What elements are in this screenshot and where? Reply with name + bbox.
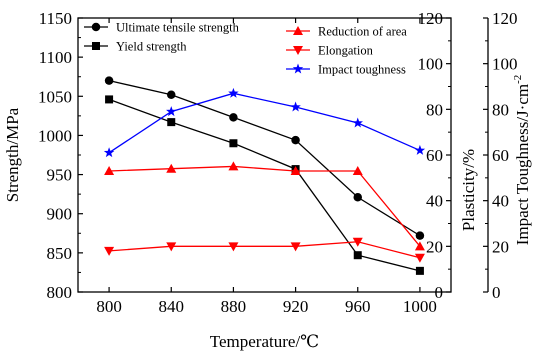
legend-item: Reduction of area bbox=[286, 25, 407, 39]
middle-tick-label: 0 bbox=[435, 283, 444, 302]
data-point-reduction-of-area bbox=[228, 161, 239, 171]
series-line-reduction-of-area bbox=[109, 165, 421, 247]
legend-marker bbox=[92, 42, 100, 50]
data-point-impact-toughness bbox=[103, 147, 115, 158]
x-tick-label: 800 bbox=[96, 297, 122, 316]
legend-item: Impact toughness bbox=[286, 63, 406, 77]
left-axis-title: Strength/MPa bbox=[3, 107, 22, 202]
x-tick-label: 880 bbox=[221, 297, 247, 316]
legend-marker bbox=[91, 22, 101, 32]
left-tick-label: 1100 bbox=[39, 48, 72, 67]
data-point-impact-toughness bbox=[414, 144, 426, 155]
left-tick-label: 850 bbox=[47, 244, 73, 263]
series-line-impact-toughness bbox=[108, 92, 421, 154]
data-point-impact-toughness bbox=[352, 117, 363, 128]
middle-tick-label: 20 bbox=[426, 237, 443, 256]
left-tick-label: 1050 bbox=[38, 87, 72, 106]
data-point-yield-strength bbox=[353, 251, 362, 260]
x-tick-label: 920 bbox=[283, 297, 309, 316]
legend-marker bbox=[293, 26, 303, 35]
data-point-impact-toughness bbox=[166, 106, 177, 117]
legend-item: Ultimate tensile strength bbox=[84, 21, 240, 35]
series-reduction-of-area bbox=[104, 161, 425, 251]
data-point-yield-strength bbox=[105, 95, 114, 104]
axes-group: 800 840 880 920 960 1000800850900950100010501… bbox=[38, 9, 518, 316]
data-point-reduction-of-area bbox=[104, 165, 115, 175]
legend-item: Elongation bbox=[286, 44, 374, 58]
middle-tick-label: 100 bbox=[418, 55, 444, 74]
data-point-elongation bbox=[166, 242, 177, 252]
data-point-ultimate-tensile-strength bbox=[291, 135, 300, 145]
series-ultimate-tensile-strength bbox=[104, 76, 425, 240]
legend-label: Elongation bbox=[318, 44, 374, 58]
data-point-elongation bbox=[104, 246, 115, 256]
data-point-ultimate-tensile-strength bbox=[167, 90, 176, 99]
legend-group: Ultimate tensile strength Yield strength R… bbox=[84, 21, 407, 77]
left-tick-label: 1150 bbox=[39, 9, 72, 28]
data-point-yield-strength bbox=[229, 139, 238, 148]
data-point-impact-toughness bbox=[228, 87, 239, 98]
data-point-reduction-of-area bbox=[290, 165, 301, 175]
series-line-ultimate-tensile-strength bbox=[108, 79, 421, 237]
axis-titles: Temperature/℃ Strength/MPa Plasticity/% Imp… bbox=[3, 75, 532, 351]
x-axis-title: Temperature/℃ bbox=[210, 332, 319, 351]
right-tick-label: 40 bbox=[492, 192, 509, 211]
legend-label: Yield strength bbox=[116, 40, 187, 54]
x-tick-label: 840 bbox=[159, 297, 185, 316]
left-tick-label: 950 bbox=[47, 166, 73, 185]
middle-tick-label: 120 bbox=[418, 9, 444, 28]
data-point-elongation bbox=[228, 242, 239, 252]
right-tick-label: 120 bbox=[492, 9, 518, 28]
series-group bbox=[103, 76, 426, 275]
legend-label: Impact toughness bbox=[318, 63, 406, 77]
legend-top-left: Ultimate tensile strength Yield strength bbox=[84, 21, 240, 54]
data-point-impact-toughness bbox=[290, 101, 301, 112]
data-point-reduction-of-area bbox=[166, 163, 177, 173]
x-tick-label: 960 bbox=[345, 297, 371, 316]
series-elongation bbox=[104, 237, 425, 263]
right-axis-title-superscript: -2 bbox=[512, 75, 524, 84]
legend-label: Reduction of area bbox=[318, 25, 407, 39]
data-point-yield-strength bbox=[415, 266, 424, 275]
legend-item: Yield strength bbox=[84, 40, 187, 54]
right-tick-label: 80 bbox=[492, 100, 509, 119]
right-axis-title: Impact Toughness/J·cm-2 bbox=[512, 75, 532, 246]
x-tick-label: 1000 bbox=[403, 297, 437, 316]
right-tick-label: 20 bbox=[492, 237, 509, 256]
legend-marker bbox=[292, 63, 304, 74]
series-line-elongation bbox=[109, 241, 421, 259]
data-point-yield-strength bbox=[167, 118, 176, 127]
legend-label: Ultimate tensile strength bbox=[116, 21, 240, 35]
data-point-ultimate-tensile-strength bbox=[229, 113, 238, 122]
data-point-elongation bbox=[290, 242, 301, 252]
data-point-ultimate-tensile-strength bbox=[353, 193, 362, 202]
middle-tick-label: 40 bbox=[426, 192, 443, 211]
right-tick-label: 60 bbox=[492, 146, 509, 165]
data-point-ultimate-tensile-strength bbox=[104, 76, 114, 85]
legend-marker bbox=[293, 46, 303, 55]
middle-axis-title: Plasticity/% bbox=[459, 149, 478, 231]
left-tick-label: 800 bbox=[47, 283, 73, 302]
middle-tick-label: 60 bbox=[426, 146, 443, 165]
legend-top-right: Reduction of area Elongation Impact toughn… bbox=[286, 25, 407, 77]
data-point-elongation bbox=[352, 237, 363, 247]
left-tick-label: 900 bbox=[47, 205, 73, 224]
data-point-reduction-of-area bbox=[352, 165, 363, 175]
data-point-elongation bbox=[414, 253, 425, 263]
series-impact-toughness bbox=[103, 87, 426, 158]
middle-tick-label: 80 bbox=[426, 100, 443, 119]
left-tick-label: 1000 bbox=[38, 126, 72, 145]
data-point-ultimate-tensile-strength bbox=[415, 231, 425, 240]
right-tick-label: 0 bbox=[492, 283, 501, 302]
right-tick-label: 100 bbox=[492, 55, 518, 74]
data-point-reduction-of-area bbox=[414, 241, 425, 251]
